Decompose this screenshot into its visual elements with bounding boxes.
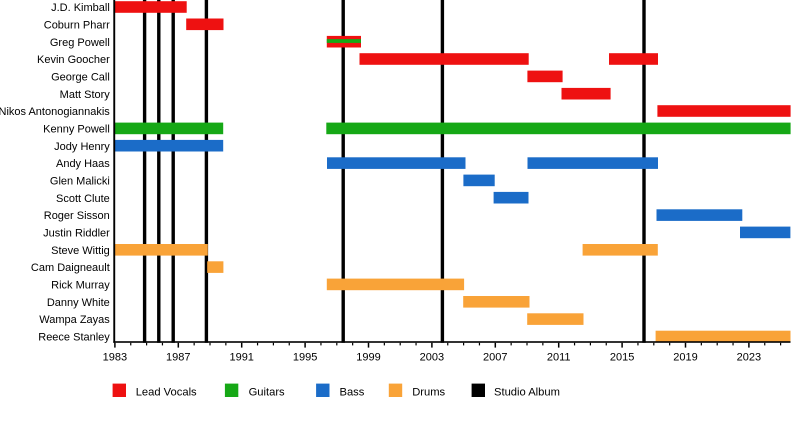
- svg-text:2011: 2011: [547, 352, 571, 364]
- svg-text:Kevin Goocher: Kevin Goocher: [37, 54, 110, 66]
- svg-text:1983: 1983: [103, 352, 127, 364]
- svg-text:Bass: Bass: [340, 387, 365, 399]
- svg-text:1999: 1999: [356, 352, 380, 364]
- svg-text:Cam Daigneault: Cam Daigneault: [31, 262, 110, 274]
- svg-text:1995: 1995: [293, 352, 317, 364]
- svg-text:2003: 2003: [420, 352, 444, 364]
- svg-text:Drums: Drums: [412, 387, 445, 399]
- svg-text:Greg Powell: Greg Powell: [50, 37, 110, 49]
- svg-text:1987: 1987: [166, 352, 190, 364]
- svg-text:Scott Clute: Scott Clute: [56, 193, 110, 205]
- svg-text:Studio Album: Studio Album: [494, 387, 560, 399]
- svg-text:1991: 1991: [229, 352, 253, 364]
- svg-text:Nikos Antonogiannakis: Nikos Antonogiannakis: [0, 106, 110, 118]
- svg-text:2023: 2023: [737, 352, 761, 364]
- svg-text:Matt Story: Matt Story: [60, 89, 111, 101]
- svg-text:Roger Sisson: Roger Sisson: [44, 210, 110, 222]
- svg-text:Kenny Powell: Kenny Powell: [43, 124, 110, 136]
- svg-text:Jody Henry: Jody Henry: [54, 141, 110, 153]
- svg-text:Andy Haas: Andy Haas: [56, 158, 110, 170]
- svg-text:Lead Vocals: Lead Vocals: [136, 387, 197, 399]
- svg-text:Glen Malicki: Glen Malicki: [50, 176, 110, 188]
- svg-text:Danny White: Danny White: [47, 297, 110, 309]
- svg-text:George Call: George Call: [51, 72, 110, 84]
- svg-text:Coburn Pharr: Coburn Pharr: [44, 19, 110, 31]
- svg-text:J.D. Kimball: J.D. Kimball: [51, 2, 110, 14]
- svg-text:Steve Wittig: Steve Wittig: [51, 245, 110, 257]
- svg-text:Reece Stanley: Reece Stanley: [38, 332, 110, 344]
- svg-text:2015: 2015: [610, 352, 634, 364]
- svg-text:Guitars: Guitars: [249, 387, 285, 399]
- svg-text:2007: 2007: [483, 352, 507, 364]
- svg-text:Wampa Zayas: Wampa Zayas: [39, 314, 110, 326]
- svg-text:Justin Riddler: Justin Riddler: [43, 228, 110, 240]
- svg-text:2019: 2019: [673, 352, 697, 364]
- svg-text:Rick Murray: Rick Murray: [51, 280, 110, 292]
